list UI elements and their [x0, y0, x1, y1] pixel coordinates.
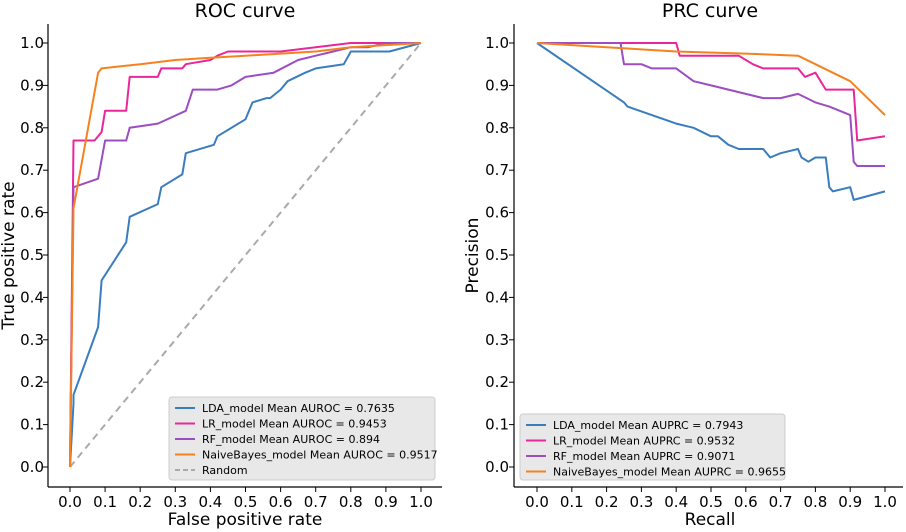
x-tick-label: 0.7: [769, 493, 793, 511]
y-axis-label: Precision: [463, 218, 483, 294]
x-tick-label: 0.6: [269, 493, 293, 511]
x-tick-label: 0.0: [58, 493, 82, 511]
y-tick-label: 0.1: [20, 416, 44, 434]
x-tick-label: 0.4: [198, 493, 222, 511]
legend-entry: RF_model Mean AUROC = 0.894: [202, 433, 380, 446]
chart-panel-1: ROC curve 0.0 0.0 0.1 0.1 0.2 0.2 0.3 0.3 0.4 0.4 0…: [0, 0, 442, 530]
x-tick-label: 0.3: [163, 493, 187, 511]
y-tick-label: 0.1: [485, 416, 509, 434]
series-line-2: [537, 42, 886, 142]
x-tick-label: 0.8: [339, 493, 363, 511]
series-line-4: [536, 42, 886, 116]
y-tick-label: 0.9: [485, 76, 509, 94]
y-tick-label: 0.5: [20, 246, 44, 264]
chart-title: PRC curve: [662, 0, 758, 22]
series-line-1: [69, 42, 422, 468]
x-tick-label: 0.9: [838, 493, 862, 511]
series-line-4: [69, 42, 422, 468]
legend-entry: LDA_model Mean AUROC = 0.7635: [202, 402, 395, 415]
x-tick-label: 1.0: [873, 493, 897, 511]
series-line-1: [536, 42, 886, 201]
legend-entry: NaiveBayes_model Mean AUROC = 0.9517: [202, 449, 438, 462]
y-tick-label: 0.8: [485, 119, 509, 137]
y-tick-label: 0.7: [20, 161, 44, 179]
x-tick-label: 0.8: [803, 493, 827, 511]
series-line-3: [537, 42, 885, 167]
series-line-2: [69, 42, 421, 468]
chart-panel-2: PRC curve 0.0 0.0 0.1 0.1 0.2 0.2 0.3 0.3 0.4 0.4 0…: [463, 0, 903, 530]
x-tick-label: 0.6: [734, 493, 758, 511]
legend-entry: Random: [202, 464, 248, 477]
x-tick-label: 0.4: [664, 493, 688, 511]
legend-entry: LR_model Mean AUROC = 0.9453: [202, 418, 387, 431]
x-tick-label: 0.9: [374, 493, 398, 511]
x-tick-label: 1.0: [409, 493, 433, 511]
legend-entry: LR_model Mean AUPRC = 0.9532: [553, 435, 735, 448]
legend-entry: RF_model Mean AUPRC = 0.9071: [553, 450, 735, 463]
y-tick-label: 0.4: [485, 288, 509, 306]
chart-title: ROC curve: [195, 0, 296, 22]
y-tick-label: 0.6: [485, 204, 509, 222]
x-axis-label: Recall: [685, 510, 736, 530]
x-tick-label: 0.5: [234, 493, 258, 511]
y-tick-label: 0.0: [485, 458, 509, 476]
x-axis-label: False positive rate: [168, 510, 323, 530]
legend-entry: LDA_model Mean AUPRC = 0.7943: [553, 419, 743, 432]
y-tick-label: 0.9: [20, 76, 44, 94]
y-tick-label: 0.3: [485, 331, 509, 349]
y-tick-label: 0.2: [485, 373, 509, 391]
legend-box: [519, 413, 786, 481]
y-tick-label: 0.5: [485, 246, 509, 264]
y-tick-label: 0.2: [20, 373, 44, 391]
series-line-5: [69, 42, 422, 468]
legend: LDA_model Mean AUROC = 0.7635 LR_model Me…: [168, 396, 438, 481]
y-tick-label: 0.0: [20, 458, 44, 476]
y-tick-label: 0.8: [20, 119, 44, 137]
x-tick-label: 0.1: [560, 493, 584, 511]
x-tick-label: 0.5: [699, 493, 723, 511]
x-tick-label: 0.2: [595, 493, 619, 511]
x-tick-label: 0.0: [525, 493, 549, 511]
x-tick-label: 0.2: [128, 493, 152, 511]
legend: LDA_model Mean AUPRC = 0.7943 LR_model Me…: [519, 413, 786, 481]
x-tick-label: 0.1: [93, 493, 117, 511]
legend-box: [168, 396, 436, 481]
y-tick-label: 0.4: [20, 288, 44, 306]
legend-entry: NaiveBayes_model Mean AUPRC = 0.9655: [553, 466, 786, 479]
y-tick-label: 1.0: [485, 34, 509, 52]
y-tick-label: 0.7: [485, 161, 509, 179]
y-axis-label: True positive rate: [0, 181, 19, 330]
y-tick-label: 0.6: [20, 204, 44, 222]
x-tick-label: 0.7: [304, 493, 328, 511]
x-tick-label: 0.3: [629, 493, 653, 511]
y-tick-label: 1.0: [20, 34, 44, 52]
y-tick-label: 0.3: [20, 331, 44, 349]
